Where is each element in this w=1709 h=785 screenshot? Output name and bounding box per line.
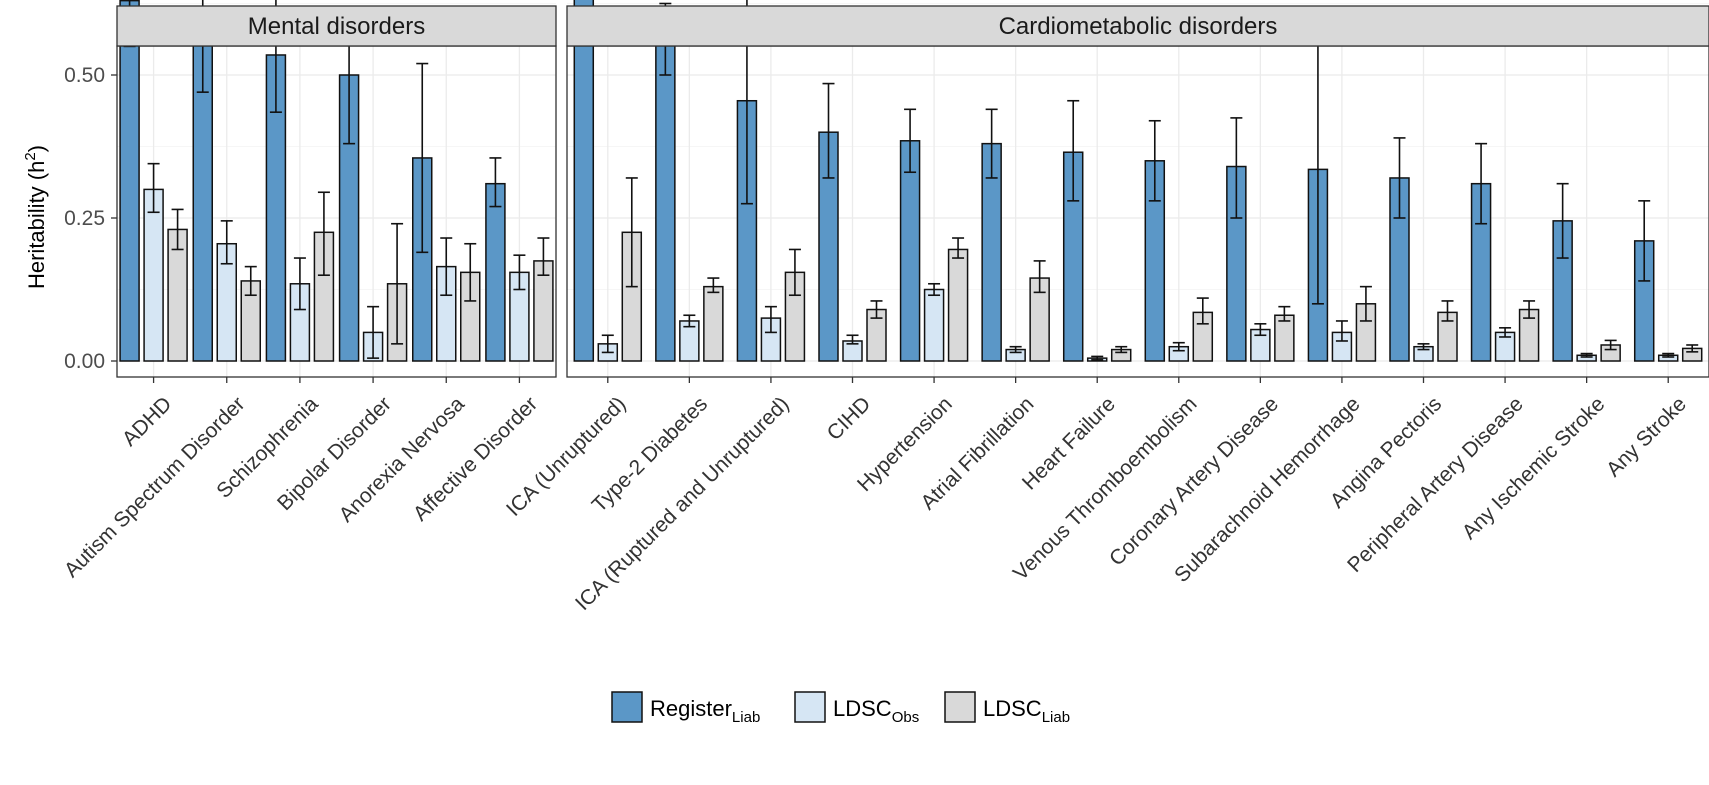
error-bar (1604, 339, 1617, 351)
error-bar (1523, 300, 1536, 319)
error-bar (1556, 182, 1569, 259)
error-bar (440, 237, 453, 297)
category-label: Any Ischemic Stroke (1458, 392, 1610, 544)
legend-item-ldsc_obs: LDSCObs (794, 691, 919, 726)
error-bar (171, 208, 184, 251)
legend-label: RegisterLiab (650, 696, 760, 726)
error-bar (1009, 345, 1022, 354)
error-bar (1475, 142, 1488, 225)
error-bar (904, 108, 917, 174)
error-bar (147, 162, 160, 214)
error-bar (367, 305, 380, 359)
error-bar (1499, 327, 1512, 338)
error-bar (1335, 320, 1348, 342)
bar-register (899, 140, 921, 362)
error-bar (601, 334, 614, 354)
error-bar (464, 242, 477, 302)
error-bar (1662, 352, 1675, 358)
error-bar (391, 222, 404, 345)
error-bar (513, 254, 526, 291)
error-bar (1580, 352, 1593, 358)
legend-item-register: RegisterLiab (611, 691, 760, 726)
error-bar (846, 334, 859, 345)
error-bar (870, 300, 883, 319)
error-bar (293, 257, 306, 311)
error-bar (1686, 344, 1699, 353)
y-tick-label: 0.50 (64, 64, 105, 87)
error-bar (764, 305, 777, 334)
bar-ldsc_obs (143, 188, 164, 362)
facet-strip (566, 5, 1709, 47)
error-bar (1172, 341, 1185, 352)
panel-background (117, 46, 556, 377)
error-bar (1196, 297, 1209, 325)
y-tick-label: 0.25 (64, 207, 105, 230)
error-bar (489, 157, 502, 208)
error-bar (244, 265, 257, 297)
error-bar (1278, 305, 1291, 322)
legend-swatch (944, 691, 976, 723)
category-label: Any Stroke (1602, 392, 1691, 481)
error-bar (1638, 200, 1651, 282)
error-bar (707, 277, 720, 294)
error-bar (1115, 345, 1128, 354)
legend-label: LDSCObs (833, 696, 919, 726)
error-bar (952, 237, 965, 259)
error-bar (1441, 300, 1454, 322)
category-label: Coronary Artery Disease (1105, 392, 1283, 570)
error-bar (625, 177, 638, 288)
facet-title: Mental disorders (248, 13, 425, 40)
legend-swatch (794, 691, 826, 723)
error-bar (1033, 260, 1046, 294)
legend-label: LDSCLiab (983, 696, 1070, 726)
facet-title: Cardiometabolic disorders (999, 13, 1278, 40)
error-bar (985, 108, 998, 179)
bar-register (485, 182, 506, 362)
error-bar (1393, 137, 1406, 219)
error-bar (683, 314, 696, 328)
category-label: ADHD (118, 392, 176, 450)
y-axis-title: Heritability (h2) (22, 145, 49, 289)
bar-ldsc_liab (703, 285, 724, 362)
error-bar (1359, 285, 1372, 322)
error-bar (1417, 343, 1430, 351)
y-axis: 0.000.250.500.751.00 (64, 64, 117, 373)
error-bar (317, 191, 330, 277)
error-bar (416, 62, 429, 254)
facet-strip (116, 5, 557, 47)
bar-register (655, 39, 676, 362)
error-bar (1254, 323, 1267, 337)
error-bar (537, 237, 550, 277)
error-bar (220, 220, 233, 265)
error-bar (1067, 99, 1080, 202)
bar-ldsc_liab (947, 248, 969, 362)
error-bar (928, 282, 941, 297)
panel-background (567, 46, 1709, 377)
error-bar (788, 248, 801, 297)
bar-ldsc_obs (923, 288, 945, 362)
y-tick-label: 0.00 (64, 350, 105, 373)
error-bar (1148, 119, 1161, 202)
category-label: CIHD (823, 392, 876, 445)
legend-item-ldsc_liab: LDSCLiab (944, 691, 1070, 726)
bar-register (573, 0, 595, 362)
category-label: Anorexia Nervosa (335, 392, 470, 527)
error-bar (1230, 117, 1243, 219)
bar-register (119, 0, 140, 362)
legend-swatch (611, 691, 643, 723)
bar-ldsc_liab (1274, 314, 1295, 362)
error-bar (822, 82, 835, 179)
legend: RegisterLiab LDSCObs LDSCLiab (611, 691, 1070, 726)
error-bar (1091, 355, 1104, 361)
